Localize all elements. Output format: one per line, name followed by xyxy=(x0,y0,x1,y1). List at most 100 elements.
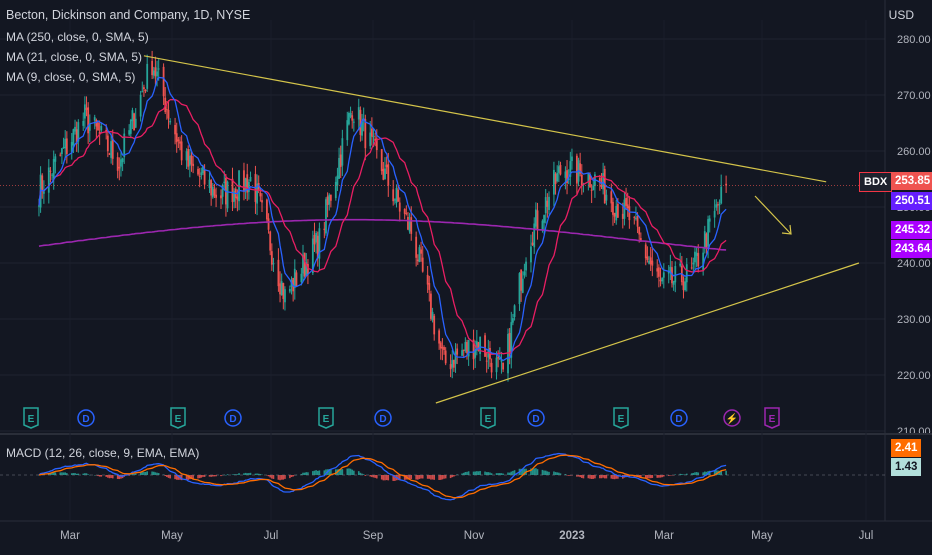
time-axis-label: Mar xyxy=(654,530,674,542)
candle-body xyxy=(151,60,154,76)
candle-body xyxy=(548,196,550,210)
legend-macd[interactable]: MACD (12, 26, close, 9, EMA, EMA) xyxy=(6,446,200,460)
macd-histogram-bar xyxy=(192,475,194,479)
legend-ma21[interactable]: MA (21, close, 0, SMA, 5) xyxy=(6,50,143,64)
legend-ma250[interactable]: MA (250, close, 0, SMA, 5) xyxy=(6,30,149,44)
macd-histogram-bar xyxy=(692,472,695,475)
currency-label[interactable]: USD xyxy=(888,8,914,22)
macd-histogram-bar xyxy=(52,472,55,475)
macd-histogram-bar xyxy=(371,475,373,478)
candle-body xyxy=(316,235,319,259)
candle-body xyxy=(144,89,147,92)
candle-body xyxy=(559,165,562,175)
macd-histogram-bar xyxy=(713,470,716,475)
candle-body xyxy=(65,138,68,154)
macd-histogram-bar xyxy=(553,471,555,475)
macd-histogram-bar xyxy=(602,475,604,478)
candle-body xyxy=(74,126,76,132)
macd-histogram-bar xyxy=(307,472,309,475)
candle-body xyxy=(272,263,275,265)
candle-body xyxy=(83,104,86,119)
macd-histogram-bar xyxy=(169,475,171,479)
candle-body xyxy=(42,191,45,194)
candle-body xyxy=(484,335,486,357)
macd-histogram-bar xyxy=(59,472,62,475)
event-marker-label: E xyxy=(485,414,492,425)
macd-histogram-bar xyxy=(111,475,114,479)
macd-histogram-bar xyxy=(685,473,688,475)
legend-ma9[interactable]: MA (9, close, 0, SMA, 5) xyxy=(6,70,136,84)
candle-body xyxy=(669,266,672,272)
candle-body xyxy=(531,242,534,246)
macd-histogram-bar xyxy=(348,468,350,475)
macd-histogram-bar xyxy=(70,473,73,475)
macd-histogram-bar xyxy=(110,475,112,478)
macd-histogram-bar xyxy=(497,473,499,475)
macd-histogram-bar xyxy=(599,475,601,479)
candle-body xyxy=(521,278,524,293)
time-axis-label: 2023 xyxy=(559,530,585,542)
candle-body xyxy=(129,119,132,134)
macd-histogram-bar xyxy=(577,475,580,477)
price-tick-label: 240.00 xyxy=(897,258,931,270)
candle-body xyxy=(720,186,723,204)
macd-histogram-bar xyxy=(157,473,160,475)
candle-body xyxy=(651,260,654,266)
macd-histogram-bar xyxy=(66,473,68,475)
macd-histogram-bar xyxy=(330,469,332,475)
candle-body xyxy=(226,181,229,209)
candle-body xyxy=(702,252,705,271)
candle-body xyxy=(197,168,199,175)
macd-histogram-bar xyxy=(638,475,640,478)
candle-body xyxy=(247,182,250,192)
macd-histogram-bar xyxy=(351,469,353,475)
candle-body xyxy=(497,356,500,359)
event-marker-label: E xyxy=(28,414,35,425)
candle-body xyxy=(592,185,595,191)
macd-histogram-bar xyxy=(725,470,727,475)
macd-histogram-bar xyxy=(644,475,647,478)
ma250-line xyxy=(38,218,727,251)
candle-body xyxy=(62,147,65,149)
candle-body xyxy=(236,196,239,200)
candle-body xyxy=(208,179,211,189)
candle-body xyxy=(685,264,688,283)
candle-body xyxy=(543,215,545,223)
candle-body xyxy=(156,71,158,77)
candle-body xyxy=(349,112,352,117)
macd-histogram-bar xyxy=(592,475,595,479)
candle-body xyxy=(288,288,291,292)
macd-histogram-bar xyxy=(130,474,132,476)
macd-histogram-bar xyxy=(495,473,498,475)
candle-body xyxy=(575,155,578,184)
candle-body xyxy=(375,138,378,151)
candle-body xyxy=(690,267,693,269)
macd-histogram-bar xyxy=(313,470,316,475)
candle-body xyxy=(223,181,226,184)
candle-body xyxy=(648,260,650,264)
macd-histogram-bar xyxy=(120,475,122,479)
candle-body xyxy=(305,262,308,276)
dividend-marker xyxy=(224,409,242,427)
macd-histogram-bar xyxy=(318,470,321,475)
macd-histogram-bar xyxy=(430,475,432,480)
macd-histogram-bar xyxy=(615,475,618,479)
macd-histogram-bar xyxy=(444,475,447,479)
macd-histogram-bar xyxy=(535,468,537,475)
candle-body xyxy=(636,216,639,227)
macd-histogram-bar xyxy=(97,475,99,477)
candle-body xyxy=(336,175,339,186)
macd-histogram-bar xyxy=(502,473,504,475)
macd-histogram-bar xyxy=(533,468,536,475)
macd-histogram-bar xyxy=(576,475,578,477)
candle-body xyxy=(512,318,514,323)
macd-histogram-bar xyxy=(85,473,88,475)
macd-histogram-bar xyxy=(556,472,558,475)
split-marker xyxy=(723,409,741,427)
ma21-price-label: 245.32 xyxy=(891,221,932,239)
candle-body xyxy=(441,347,444,349)
candle-body xyxy=(495,357,498,373)
macd-histogram-bar xyxy=(581,475,583,478)
